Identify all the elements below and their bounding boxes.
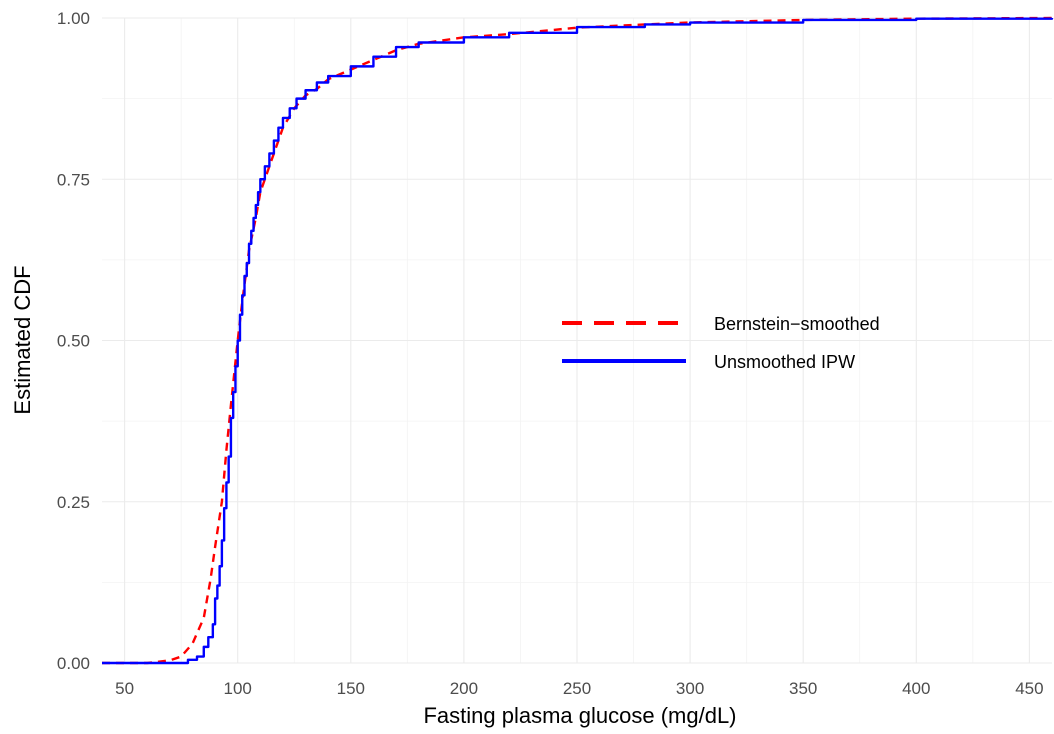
legend: Bernstein−smoothed Unsmoothed IPW — [562, 314, 880, 372]
x-tick-label: 50 — [115, 679, 134, 698]
y-tick-label: 0.25 — [57, 493, 90, 512]
unsmoothed-ipw-line — [102, 17, 1054, 665]
x-axis-ticks: 50 100 150 200 250 300 350 400 450 — [115, 679, 1043, 698]
y-tick-label: 1.00 — [57, 9, 90, 28]
series-lines — [102, 16, 1054, 665]
x-tick-label: 150 — [337, 679, 365, 698]
y-axis-ticks: 0.00 0.25 0.50 0.75 1.00 — [57, 9, 90, 673]
x-tick-label: 450 — [1015, 679, 1043, 698]
y-tick-label: 0.50 — [57, 332, 90, 351]
bernstein-smoothed-line — [102, 16, 1053, 665]
y-tick-label: 0.00 — [57, 654, 90, 673]
legend-label-unsmoothed: Unsmoothed IPW — [714, 352, 855, 372]
y-axis-title: Estimated CDF — [10, 265, 35, 414]
x-axis-title: Fasting plasma glucose (mg/dL) — [423, 703, 736, 728]
x-tick-label: 300 — [676, 679, 704, 698]
y-tick-label: 0.75 — [57, 170, 90, 189]
legend-label-bernstein: Bernstein−smoothed — [714, 314, 880, 334]
x-tick-label: 200 — [450, 679, 478, 698]
x-tick-label: 400 — [902, 679, 930, 698]
x-tick-label: 100 — [224, 679, 252, 698]
x-tick-label: 350 — [789, 679, 817, 698]
x-tick-label: 250 — [563, 679, 591, 698]
grid-lines — [102, 17, 1052, 664]
